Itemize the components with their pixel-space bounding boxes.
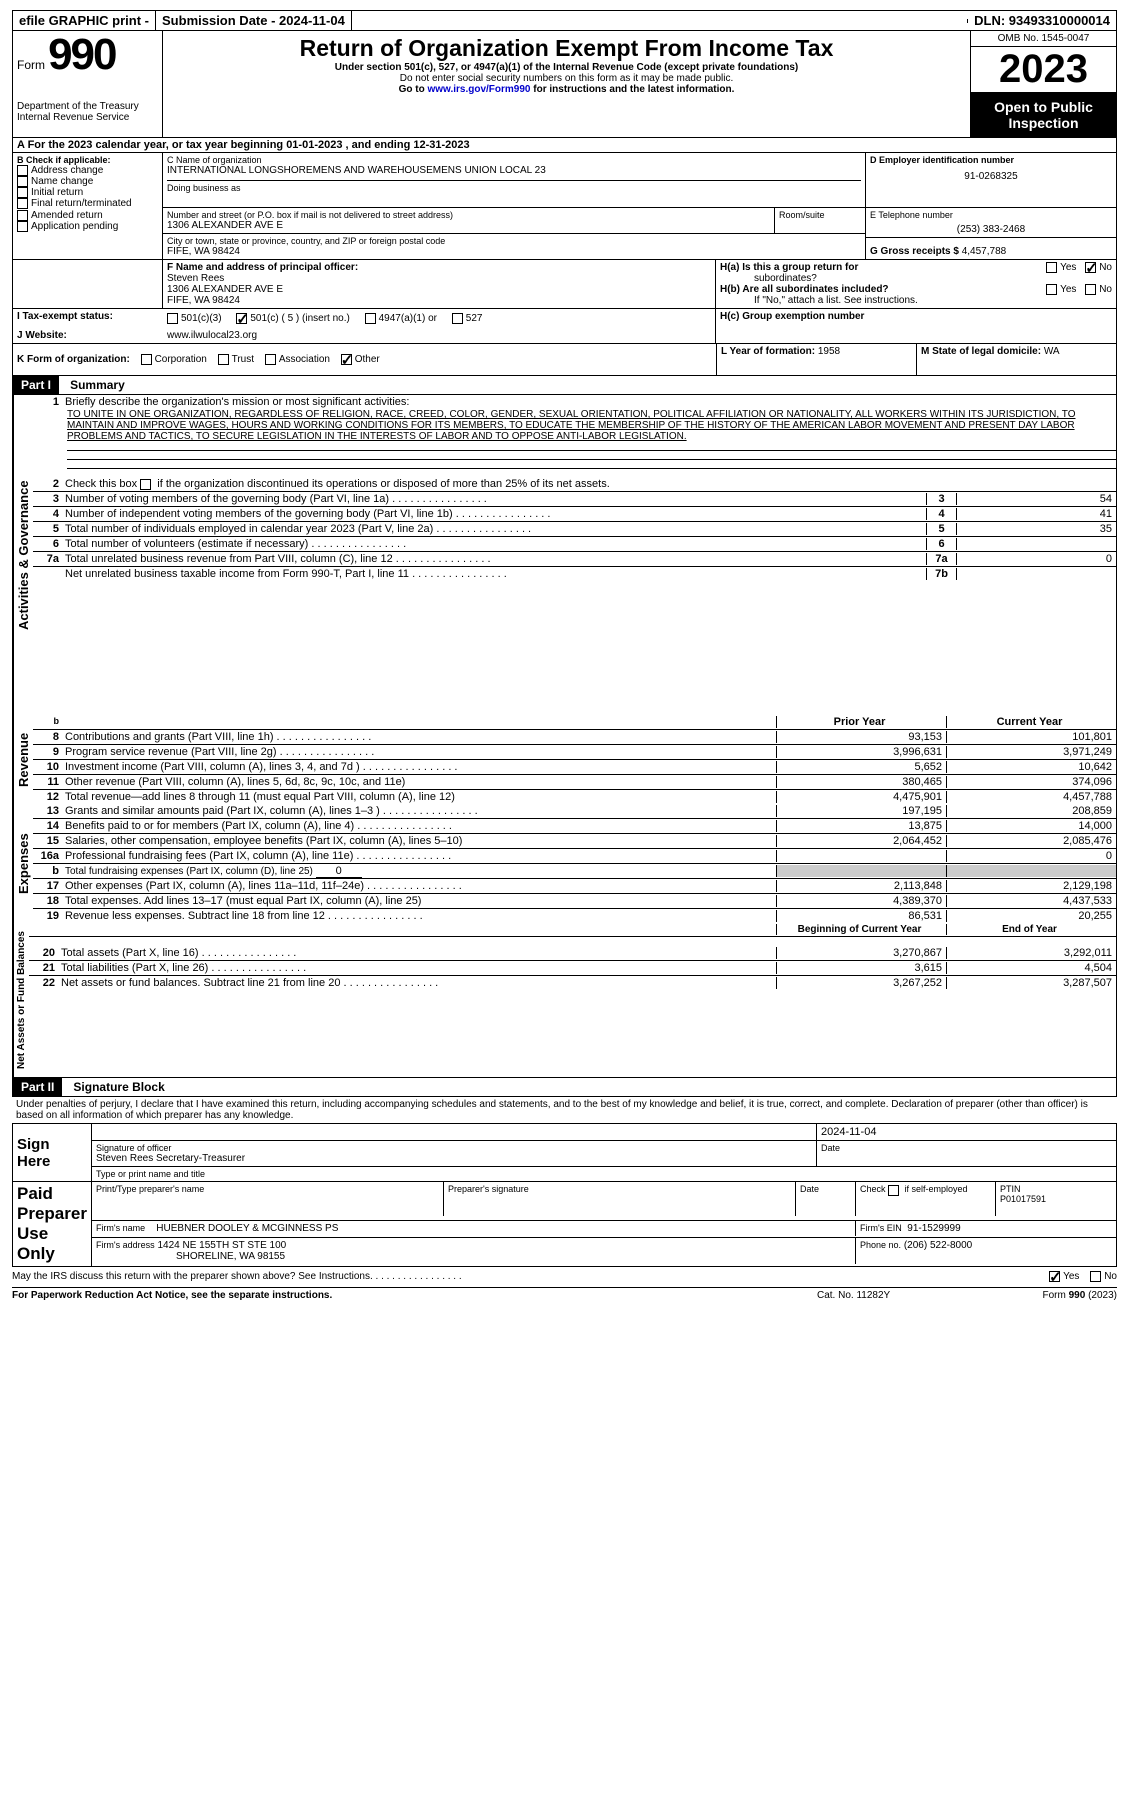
form-word: Form	[17, 58, 45, 72]
check-self-employed[interactable]	[888, 1185, 899, 1196]
section-bcd: B Check if applicable: Address change Na…	[12, 153, 1117, 260]
expenses-block: Expenses 13Grants and similar amounts pa…	[12, 804, 1117, 923]
street-label: Number and street (or P.O. box if mail i…	[167, 210, 770, 220]
section-fh: F Name and address of principal officer:…	[12, 260, 1117, 309]
section-ij: I Tax-exempt status: J Website: 501(c)(3…	[12, 309, 1117, 344]
form-number: 990	[48, 30, 115, 79]
vert-activities: Activities & Governance	[13, 395, 33, 715]
check-527[interactable]	[452, 313, 463, 324]
city-label: City or town, state or province, country…	[167, 236, 861, 246]
check-trust[interactable]	[218, 354, 229, 365]
mission-text: TO UNITE IN ONE ORGANIZATION, REGARDLESS…	[33, 409, 1116, 442]
tax-year: 2023	[971, 47, 1116, 93]
check-ha-yes[interactable]	[1046, 262, 1057, 273]
state-domicile: WA	[1044, 346, 1060, 357]
dba-label: Doing business as	[167, 180, 861, 193]
netassets-block: Net Assets or Fund Balances Beginning of…	[12, 923, 1117, 1078]
paid-preparer: Paid Preparer Use Only	[13, 1182, 92, 1267]
check-501c3[interactable]	[167, 313, 178, 324]
val-7a: 0	[956, 553, 1116, 565]
check-assoc[interactable]	[265, 354, 276, 365]
check-discuss-no[interactable]	[1090, 1271, 1101, 1282]
check-ha-no[interactable]	[1085, 262, 1096, 273]
signature-table: Sign Here 2024-11-04 Signature of office…	[12, 1123, 1117, 1267]
section-klm: K Form of organization: Corporation Trus…	[12, 344, 1117, 376]
open-inspection: Open to Public Inspection	[971, 93, 1116, 137]
val-3: 54	[956, 493, 1116, 505]
val-6	[956, 538, 1116, 550]
check-hb-yes[interactable]	[1046, 284, 1057, 295]
check-corp[interactable]	[141, 354, 152, 365]
cat-no: Cat. No. 11282Y	[817, 1290, 977, 1301]
website-value: www.ilwulocal23.org	[167, 330, 711, 341]
check-name[interactable]	[17, 176, 28, 187]
check-initial[interactable]	[17, 187, 28, 198]
street-value: 1306 ALEXANDER AVE E	[167, 220, 770, 231]
city-value: FIFE, WA 98424	[167, 246, 861, 257]
officer-city: FIFE, WA 98424	[167, 295, 711, 306]
sign-here: Sign Here	[13, 1124, 92, 1182]
vert-expenses: Expenses	[13, 804, 33, 923]
sig-date: 2024-11-04	[817, 1124, 1117, 1141]
part1-body: Activities & Governance 1Briefly describ…	[12, 395, 1117, 715]
top-bar: efile GRAPHIC print - Submission Date - …	[12, 10, 1117, 31]
efile-label: efile GRAPHIC print -	[13, 11, 156, 30]
check-final[interactable]	[17, 198, 28, 209]
form-subtitle: Under section 501(c), 527, or 4947(a)(1)…	[171, 62, 962, 73]
check-amended[interactable]	[17, 210, 28, 221]
val-4: 41	[956, 508, 1116, 520]
gross-label: G Gross receipts $	[870, 246, 962, 257]
val-5: 35	[956, 523, 1116, 535]
check-application[interactable]	[17, 221, 28, 232]
part1-header: Part I Summary	[12, 376, 1117, 395]
calendar-year-line: A For the 2023 calendar year, or tax yea…	[12, 138, 1117, 153]
year-formation: 1958	[818, 346, 840, 357]
room-label: Room/suite	[775, 208, 865, 233]
officer-label: F Name and address of principal officer:	[167, 262, 711, 273]
irs-link[interactable]: www.irs.gov/Form990	[427, 84, 530, 95]
check-501c[interactable]	[236, 313, 247, 324]
check-address[interactable]	[17, 165, 28, 176]
ein-value: 91-0268325	[870, 171, 1112, 182]
check-hb-no[interactable]	[1085, 284, 1096, 295]
perjury-text: Under penalties of perjury, I declare th…	[12, 1097, 1117, 1123]
form-title: Return of Organization Exempt From Incom…	[171, 35, 962, 62]
omb-number: OMB No. 1545-0047	[971, 31, 1116, 47]
goto-line: Go to www.irs.gov/Form990 for instructio…	[171, 84, 962, 95]
dept-treasury: Department of the Treasury	[17, 101, 158, 112]
discuss-question: May the IRS discuss this return with the…	[12, 1271, 977, 1282]
revenue-block: Revenue bPrior YearCurrent Year 8Contrib…	[12, 715, 1117, 804]
org-name: INTERNATIONAL LONGSHOREMENS AND WAREHOUS…	[167, 165, 861, 176]
pra-notice: For Paperwork Reduction Act Notice, see …	[12, 1290, 817, 1301]
ssn-note: Do not enter social security numbers on …	[171, 73, 962, 84]
tel-value: (253) 383-2468	[870, 224, 1112, 235]
val-7b	[956, 568, 1116, 580]
vert-netassets: Net Assets or Fund Balances	[13, 923, 29, 1077]
website-label: J Website:	[17, 330, 159, 341]
org-name-label: C Name of organization	[167, 155, 861, 165]
check-discontinue[interactable]	[140, 479, 151, 490]
gross-value: 4,457,788	[962, 246, 1007, 257]
form-header: Form 990 Department of the Treasury Inte…	[12, 31, 1117, 138]
check-4947[interactable]	[365, 313, 376, 324]
vert-revenue: Revenue	[13, 715, 33, 804]
submission-date: Submission Date - 2024-11-04	[156, 11, 352, 30]
tax-exempt-label: I Tax-exempt status:	[17, 311, 159, 322]
check-discuss-yes[interactable]	[1049, 1271, 1060, 1282]
check-other[interactable]	[341, 354, 352, 365]
tel-label: E Telephone number	[870, 210, 1112, 220]
officer-street: 1306 ALEXANDER AVE E	[167, 284, 711, 295]
irs-label: Internal Revenue Service	[17, 112, 158, 123]
officer-name: Steven Rees	[167, 273, 711, 284]
ein-label: D Employer identification number	[870, 155, 1112, 165]
part2-header: Part II Signature Block	[12, 1078, 1117, 1097]
dln: DLN: 93493310000014	[968, 11, 1116, 30]
section-b-title: B Check if applicable:	[17, 155, 158, 165]
